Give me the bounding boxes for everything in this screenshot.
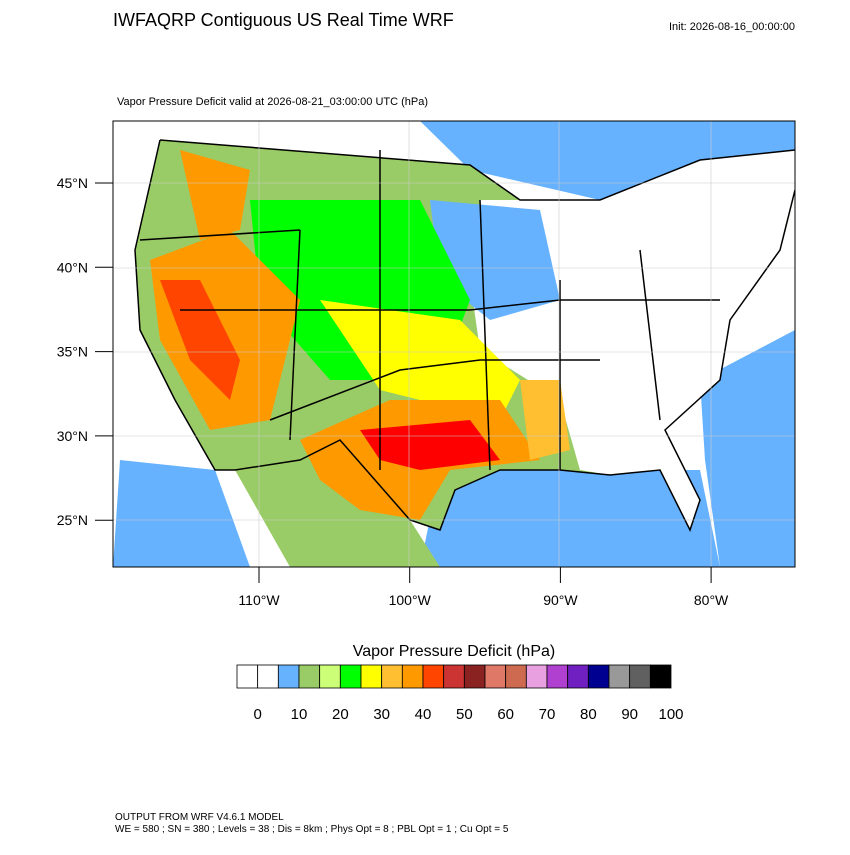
colorbar-box [298,664,321,689]
colorbar-box [422,664,445,689]
colorbar-box [319,664,341,689]
map-frame [112,120,796,568]
colorbar-label: 100 [658,706,683,723]
colorbar-label: 80 [580,706,597,723]
colorbar-label: 20 [332,706,349,723]
colorbar-box [587,664,610,689]
colorbar-label: 70 [539,706,556,723]
lon-label: 90°W [543,592,578,608]
footer-line: WE = 580 ; SN = 380 ; Levels = 38 ; Dis … [115,824,509,835]
footer-line: OUTPUT FROM WRF V4.6.1 MODEL [115,812,284,823]
lat-label: 25°N [57,512,88,528]
colorbar-box [277,664,300,689]
colorbar-label: 90 [621,706,638,723]
colorbar-box [525,664,548,689]
colorbar-box [649,664,672,689]
colorbar-box [608,664,631,689]
colorbar-box [257,664,279,689]
colorbar-label: 50 [456,706,473,723]
colorbar-label: 0 [253,706,261,723]
colorbar-label: 10 [291,706,308,723]
colorbar-title: Vapor Pressure Deficit (hPa) [353,643,555,660]
colorbar-label: 30 [373,706,390,723]
colorbar-label: 40 [415,706,432,723]
colorbar-box [339,664,362,689]
lat-label: 40°N [57,259,88,275]
lon-label: 80°W [694,592,729,608]
title: IWFAQRP Contiguous US Real Time WRF [113,10,454,30]
lat-label: 35°N [57,344,88,360]
colorbar-box [401,664,424,689]
colorbar-box [463,664,486,689]
colorbar-box [505,664,527,689]
colorbar-box [443,664,465,689]
colorbar-box [381,664,403,689]
lat-label: 30°N [57,428,88,444]
colorbar-box [629,664,651,689]
colorbar-box [567,664,589,689]
colorbar-box [546,664,569,689]
subtitle: Vapor Pressure Deficit valid at 2026-08-… [117,96,428,108]
colorbar-box [360,664,383,689]
lon-label: 100°W [389,592,432,608]
lon-label: 110°W [238,592,280,608]
init-time: Init: 2026-08-16_00:00:00 [669,21,795,33]
lat-label: 45°N [57,175,88,191]
colorbar-box [236,664,259,689]
colorbar-box [484,664,507,689]
colorbar-label: 60 [497,706,514,723]
map [113,121,795,567]
